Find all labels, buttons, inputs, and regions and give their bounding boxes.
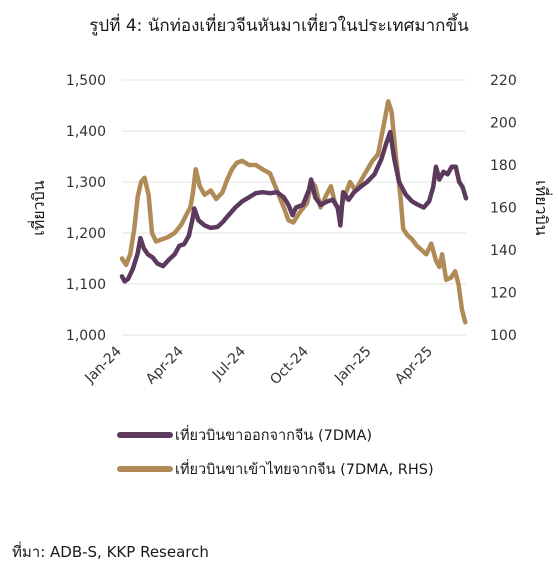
gridlines (122, 79, 466, 336)
right-tick-label: 180 (490, 158, 517, 174)
x-tick-label: Oct-24 (267, 343, 312, 388)
right-tick-label: 220 (490, 73, 517, 89)
left-tick-label: 1,400 (66, 124, 106, 140)
left-tick-label: 1,300 (66, 175, 106, 191)
x-tick-label: Jan-24 (81, 343, 125, 387)
right-axis-title: เที่ยวบิน (532, 180, 553, 236)
legend: เที่ยวบินขาออกจากจีน (7DMA) เที่ยวบินขาเ… (117, 425, 434, 478)
left-tick-label: 1,500 (66, 73, 106, 89)
left-tick-label: 1,000 (66, 328, 106, 344)
right-tick-label: 200 (490, 116, 517, 132)
series-lines (119, 99, 469, 325)
left-tick-label: 1,100 (66, 277, 106, 293)
left-axis-title: เที่ยวบิน (27, 180, 48, 236)
legend-label-outbound: เที่ยวบินขาออกจากจีน (7DMA) (175, 425, 372, 444)
x-tick-label: Jul-24 (209, 343, 249, 383)
right-tick-label: 120 (490, 286, 517, 302)
legend-label-inbound: เที่ยวบินขาเข้าไทยจากจีน (7DMA, RHS) (175, 459, 434, 478)
x-tick-label: Jan-25 (331, 344, 374, 387)
right-axis-ticks: 100 120 140 160 180 200 220 (490, 73, 517, 344)
right-tick-label: 160 (490, 201, 517, 217)
right-tick-label: 140 (490, 243, 517, 259)
x-tick-label: Apr-25 (392, 344, 436, 388)
source-note: ที่มา: ADB-S, KKP Research (12, 543, 209, 561)
chart-title: รูปที่ 4: นักท่องเที่ยวจีนหันมาเที่ยวในป… (89, 16, 469, 36)
series-inbound-line (119, 99, 468, 325)
right-tick-label: 100 (490, 328, 517, 344)
x-tick-label: Apr-24 (143, 343, 187, 387)
x-axis-ticks: Jan-24 Apr-24 Jul-24 Oct-24 Jan-25 Apr-25 (81, 343, 436, 388)
series-outbound-line (119, 129, 469, 284)
left-tick-label: 1,200 (66, 226, 106, 242)
left-axis-ticks: 1,000 1,100 1,200 1,300 1,400 1,500 (66, 73, 106, 344)
